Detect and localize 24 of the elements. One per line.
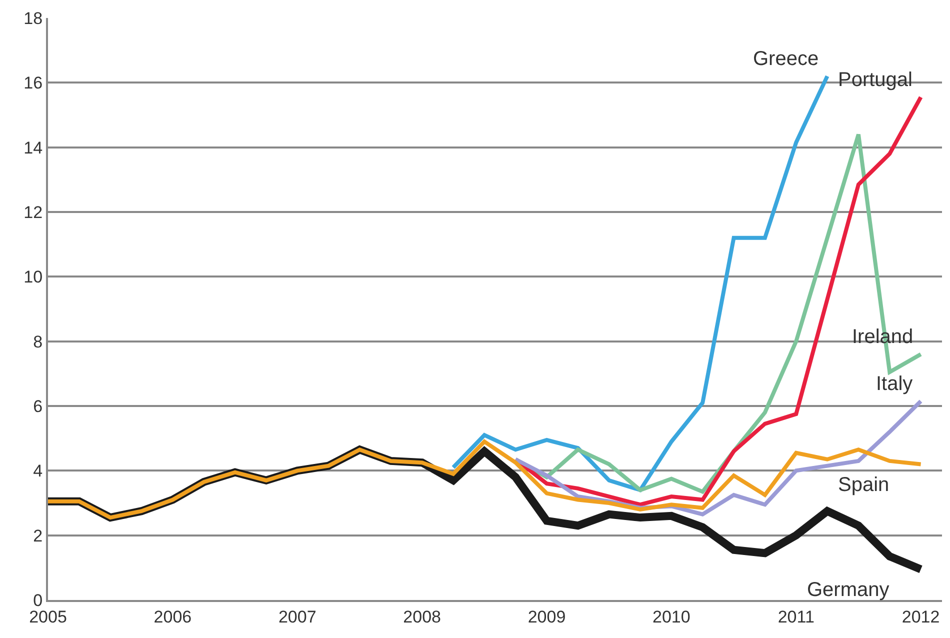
x-tick-label: 2005	[29, 607, 67, 626]
x-tick-label: 2008	[403, 607, 441, 626]
y-tick-label: 2	[33, 526, 43, 546]
x-tick-label: 2010	[652, 607, 690, 626]
x-tick-label: 2009	[528, 607, 566, 626]
series-label: Greece	[753, 48, 819, 70]
x-tick-label: 2006	[154, 607, 192, 626]
y-tick-label: 18	[24, 8, 43, 28]
y-tick-label: 8	[33, 332, 43, 352]
y-tick-label: 10	[24, 268, 43, 287]
series-label: Germany	[807, 579, 890, 601]
line-series	[451, 74, 830, 492]
y-tick-label: 0	[33, 590, 43, 610]
line-series	[48, 440, 923, 520]
y-tick-label: 14	[24, 138, 43, 158]
x-tick-label: 2007	[278, 607, 316, 626]
x-tick-label: 2011	[778, 607, 814, 626]
series-label: Spain	[838, 474, 890, 496]
y-tick-label: 6	[33, 396, 43, 416]
y-tick-label: 4	[33, 462, 43, 481]
y-tick-label: 16	[24, 74, 43, 93]
y-tick-label: 12	[24, 202, 43, 222]
series-label: Italy	[876, 373, 913, 395]
x-tick-label: 2012	[902, 607, 940, 626]
